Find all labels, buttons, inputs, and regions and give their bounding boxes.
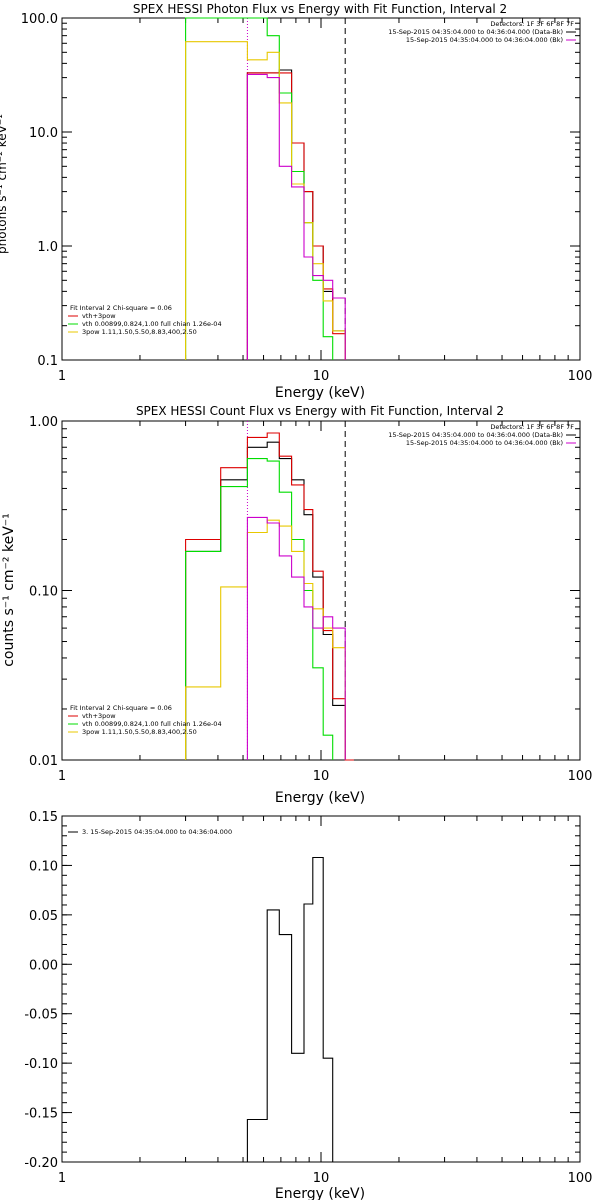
y-tick-label: 0.10 bbox=[29, 859, 58, 874]
y-tick-label: 10.0 bbox=[29, 126, 58, 141]
series-3-15-sep-2015-04-35-04-000-to-04-36-04-000 bbox=[246, 856, 346, 1163]
x-tick-label: 10 bbox=[313, 1171, 330, 1186]
series-bk bbox=[246, 516, 346, 760]
series-data-bk bbox=[185, 441, 346, 760]
legend-left-text: Fit Interval 2 Chi-square = 0.06 bbox=[70, 304, 172, 312]
y-tick-label: 0.15 bbox=[29, 810, 58, 825]
series-3pow bbox=[185, 519, 346, 760]
x-tick-label: 10 bbox=[313, 769, 330, 784]
count-flux-ylabel: counts s⁻¹ cm⁻² keV⁻¹ bbox=[1, 513, 17, 667]
series-vth-3pow bbox=[185, 432, 354, 761]
legend-left-text: vth+3pow bbox=[82, 712, 116, 720]
x-tick-label: 100 bbox=[568, 1171, 593, 1186]
legend-left-text: 3pow 1.11,1.50,5.50,8.83,400,2.50 bbox=[82, 728, 197, 736]
series-vth-3pow bbox=[246, 72, 346, 360]
legend-left-text: Fit Interval 2 Chi-square = 0.06 bbox=[70, 704, 172, 712]
x-tick-label: 1 bbox=[58, 1171, 66, 1186]
y-tick-label: 0.01 bbox=[29, 754, 58, 769]
y-tick-label: -0.10 bbox=[24, 1057, 58, 1072]
y-tick-label: 0.10 bbox=[29, 585, 58, 600]
photon-flux-xlabel: Energy (keV) bbox=[275, 385, 365, 401]
series-3pow bbox=[185, 41, 346, 360]
count-flux-panel: SPEX HESSI Count Flux vs Energy with Fit… bbox=[1, 404, 592, 806]
legend-right-text: 15-Sep-2015 04:35:04.000 to 04:36:04.000… bbox=[406, 36, 563, 44]
y-tick-label: 0.00 bbox=[29, 958, 58, 973]
legend-right-text: Detectors: 1F 3F 6F 8F 7F bbox=[490, 20, 574, 28]
x-tick-label: 1 bbox=[58, 769, 66, 784]
y-tick-label: -0.20 bbox=[24, 1156, 58, 1171]
y-tick-label: 1.0 bbox=[37, 240, 58, 255]
photon-flux-panel: SPEX HESSI Photon Flux vs Energy with Fi… bbox=[0, 2, 592, 401]
series-vth bbox=[185, 458, 334, 760]
legend-right-text: 15-Sep-2015 04:35:04.000 to 04:36:04.000… bbox=[388, 431, 563, 439]
legend-left-text: 3pow 1.11,1.50,5.50,8.83,400,2.50 bbox=[82, 328, 197, 336]
count-flux-xlabel: Energy (keV) bbox=[275, 790, 365, 806]
y-tick-label: 1.00 bbox=[29, 415, 58, 430]
series-vth bbox=[185, 17, 334, 360]
y-tick-label: -0.15 bbox=[24, 1107, 58, 1122]
plot-frame bbox=[61, 815, 581, 1163]
photon-flux-ylabel: photons s⁻¹ cm⁻² keV⁻¹ bbox=[0, 114, 9, 254]
series-data-bk bbox=[246, 69, 346, 360]
legend-right-text: 15-Sep-2015 04:35:04.000 to 04:36:04.000… bbox=[406, 439, 563, 447]
y-tick-label: 0.05 bbox=[29, 909, 58, 924]
legend-left-text: vth 0.00899,0.824,1.00 full chian 1.26e-… bbox=[82, 320, 222, 328]
legend-left-text: vth 0.00899,0.824,1.00 full chian 1.26e-… bbox=[82, 720, 222, 728]
y-tick-label: 100.0 bbox=[21, 12, 58, 27]
x-tick-label: 10 bbox=[313, 369, 330, 384]
residuals-xlabel: Energy (keV) bbox=[275, 1186, 365, 1200]
series-bk bbox=[246, 73, 346, 360]
legend-right-text: Detectors: 1F 3F 6F 8F 7F bbox=[490, 423, 574, 431]
count-flux-title: SPEX HESSI Count Flux vs Energy with Fit… bbox=[136, 404, 504, 418]
legend-left-text: 3. 15-Sep-2015 04:35:04.000 to 04:36:04.… bbox=[82, 828, 232, 836]
x-tick-label: 100 bbox=[568, 369, 593, 384]
y-tick-label: -0.05 bbox=[24, 1008, 58, 1023]
photon-flux-title: SPEX HESSI Photon Flux vs Energy with Fi… bbox=[133, 2, 507, 16]
x-tick-label: 1 bbox=[58, 369, 66, 384]
legend-right-text: 15-Sep-2015 04:35:04.000 to 04:36:04.000… bbox=[388, 28, 563, 36]
x-tick-label: 100 bbox=[568, 769, 593, 784]
residuals-panel: Energy (keV) 1 10 100 -0.20 -0.15 -0.10 -0.05 0… bbox=[24, 810, 592, 1200]
legend-left-text: vth+3pow bbox=[82, 312, 116, 320]
y-tick-label: 0.1 bbox=[37, 354, 58, 369]
